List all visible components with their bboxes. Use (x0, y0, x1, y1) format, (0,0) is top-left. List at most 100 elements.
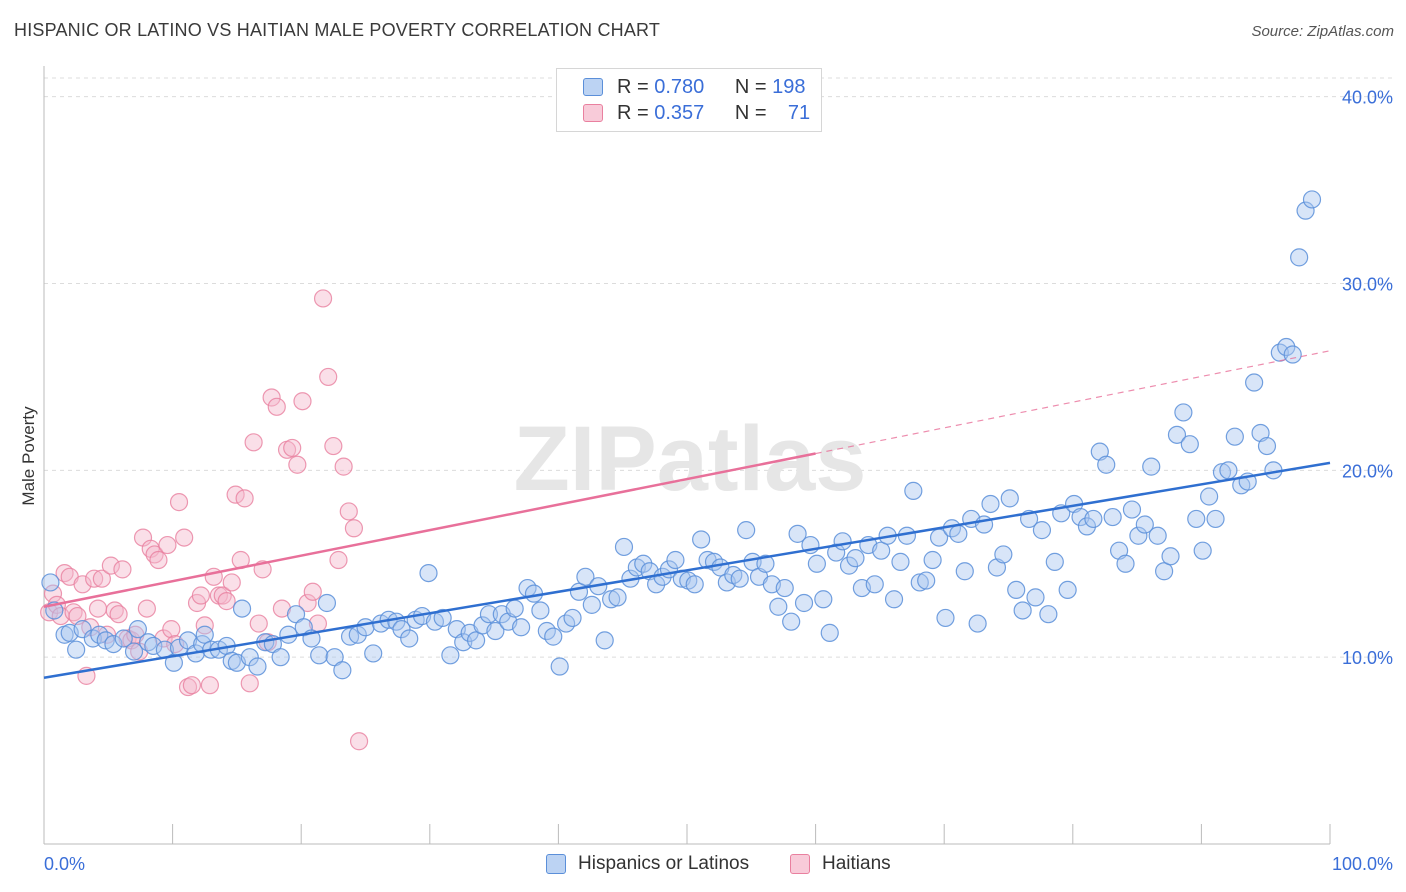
haitians-point (283, 438, 302, 458)
legend-r-label: R = (617, 101, 649, 124)
hispanics-point (1045, 552, 1064, 571)
hispanics-point (356, 618, 375, 637)
haitians-point (92, 569, 111, 588)
hispanics-point (1193, 541, 1212, 560)
haitians-point (313, 289, 333, 308)
hispanics-point (1026, 588, 1045, 607)
hispanics-point (1013, 601, 1032, 620)
hispanics-point (1277, 337, 1296, 357)
haitians-point (262, 388, 281, 407)
y-tick-label: 30.0% (1342, 275, 1393, 295)
hispanics-point (614, 537, 634, 557)
hispanics-point (392, 620, 411, 639)
hispanics-point (1000, 489, 1019, 508)
y-tick-label: 40.0% (1342, 88, 1393, 108)
hispanics-point (1103, 507, 1122, 527)
hispanics-point (981, 494, 1000, 514)
x-tick-label: 0.0% (44, 854, 85, 874)
haitians-point (222, 573, 241, 592)
y-tick-label: 20.0% (1342, 461, 1393, 481)
haitians-point (109, 605, 128, 624)
hispanics-point (1257, 436, 1277, 456)
x-tick-label: 100.0% (1332, 854, 1393, 874)
haitians-point (149, 550, 168, 570)
haitians-point (191, 586, 210, 605)
haitians-point (226, 485, 245, 504)
hispanics-point (1187, 509, 1206, 529)
hispanics-point (923, 550, 942, 570)
hispanics-point (1039, 605, 1058, 624)
legend-n-label: N = (734, 101, 767, 124)
hispanics-point (124, 642, 144, 661)
hispanics-point (310, 646, 329, 665)
hispanics-point (634, 554, 653, 573)
hispanics-point (582, 595, 601, 614)
haitians-point (349, 732, 369, 751)
hispanics-point (128, 620, 147, 639)
haitians-point (101, 556, 120, 575)
legend-n-label: N = (734, 75, 767, 98)
legend-r-value: 0.357 (654, 101, 705, 124)
hispanics-point (240, 648, 259, 667)
haitians-point (195, 616, 214, 635)
hispanics-point (333, 661, 352, 680)
hispanics-point (317, 593, 337, 613)
haitians-point (240, 674, 259, 693)
hispanics-point (1032, 521, 1052, 540)
hispanics-point (891, 552, 910, 571)
chart-title: HISPANIC OR LATINO VS HAITIAN MALE POVER… (14, 20, 661, 40)
hispanics-point (602, 590, 621, 609)
haitians-point (324, 436, 343, 456)
hispanics-point (1302, 190, 1322, 209)
hispanics-point (1167, 425, 1187, 444)
hispanics-point (1200, 487, 1219, 506)
hispanics-point (67, 640, 86, 659)
haitians-point (249, 614, 268, 633)
haitians-trend-extension (815, 350, 1331, 455)
hispanics-point (833, 532, 852, 551)
hispanics-point (433, 608, 452, 628)
haitians-point (200, 676, 219, 695)
hispanics-point (1122, 500, 1142, 519)
hispanics-point (466, 631, 486, 650)
hispanics-point (1077, 517, 1097, 536)
hispanics-point (807, 554, 826, 573)
legend-row-hispanics: R = 0.780 N = 198 (583, 75, 806, 99)
haitians-point (244, 433, 263, 452)
hispanics-point (512, 618, 531, 637)
hispanics-point (544, 627, 563, 646)
hispanics-point (232, 599, 252, 618)
hispanics-point (1129, 526, 1148, 545)
haitians-point (293, 392, 312, 411)
hispanics-point (1296, 201, 1315, 220)
hispanics-point (1245, 373, 1264, 392)
haitians-point (339, 502, 358, 521)
hispanics-point (1058, 580, 1077, 600)
hispanics-point (248, 657, 267, 676)
hispanics-point (1290, 248, 1309, 267)
haitians-point (267, 397, 286, 416)
haitians-point (175, 528, 194, 547)
haitians-point (85, 569, 104, 588)
hispanics-point (1142, 457, 1161, 476)
axes (43, 66, 1331, 845)
hispanics-point (865, 575, 884, 594)
hispanics-point (505, 599, 524, 618)
hispanics-point (1007, 580, 1026, 600)
correlation-legend: R = 0.780 N = 198 R = 0.357 N = 71 (556, 68, 822, 132)
hispanics-point (441, 646, 460, 665)
hispanics-point (114, 629, 133, 648)
haitians-point (319, 367, 338, 387)
hispanics-point (814, 590, 833, 609)
haitians-points (40, 289, 369, 751)
y-tick-label: 10.0% (1342, 648, 1393, 668)
haitians-point (288, 455, 307, 474)
hispanics-point (692, 530, 711, 549)
watermark: ZIPatlas (514, 408, 867, 510)
hispanics-point (195, 625, 214, 644)
haitians-point (182, 676, 201, 695)
hispanics-point (1084, 509, 1103, 529)
hispanics-point (884, 590, 904, 609)
hispanics-point (595, 631, 614, 650)
